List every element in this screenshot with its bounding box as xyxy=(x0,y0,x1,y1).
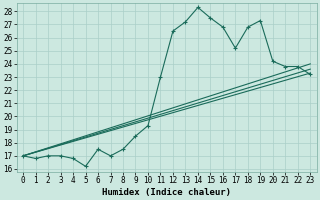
X-axis label: Humidex (Indice chaleur): Humidex (Indice chaleur) xyxy=(102,188,231,197)
